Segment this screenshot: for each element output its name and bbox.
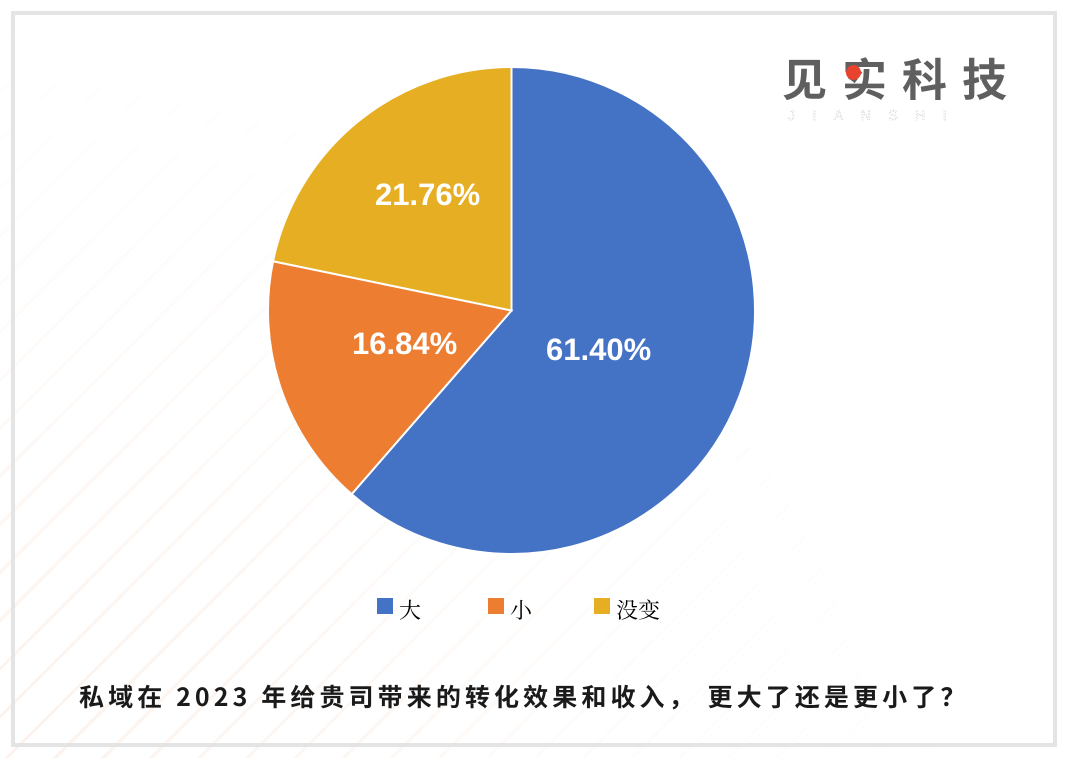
svg-text:JIANSHI: JIANSHI — [788, 107, 964, 123]
